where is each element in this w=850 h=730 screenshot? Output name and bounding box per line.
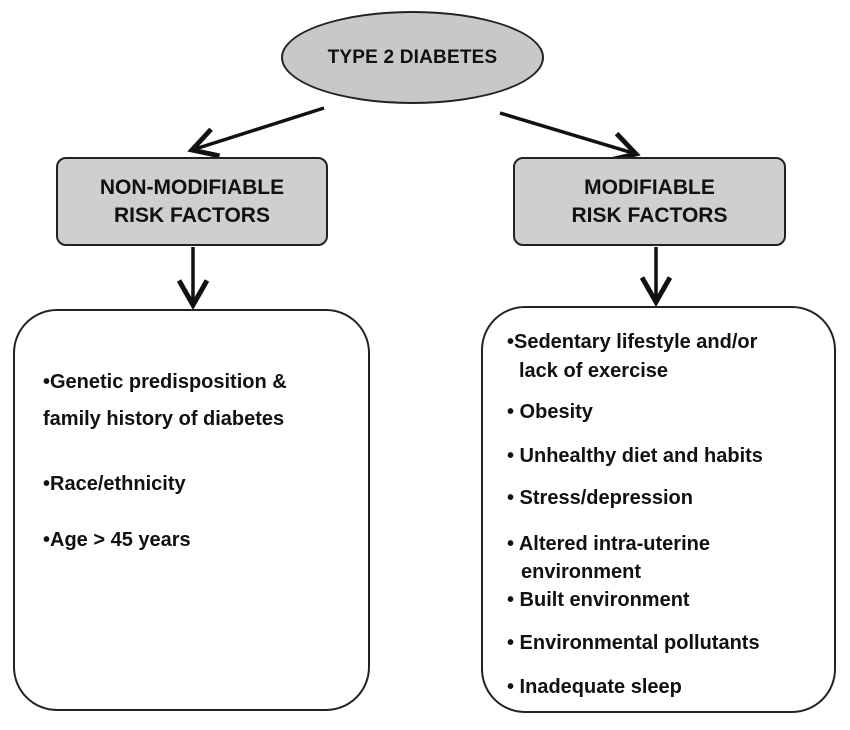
list-item-sedentary: •Sedentary lifestyle and/or lack of exer… — [507, 328, 757, 386]
list-item-obesity: • Obesity — [507, 401, 593, 423]
list-item-line2: family history of diabetes — [43, 408, 285, 430]
list-item-line2: environment — [521, 561, 642, 583]
modifiable-category-box: MODIFIABLE RISK FACTORS — [513, 157, 786, 246]
category-label-line2: RISK FACTORS — [114, 203, 270, 227]
arrow-root-to-non-modifiable — [187, 106, 325, 159]
list-item-genetic: •Genetic predisposition & family history… — [43, 364, 287, 438]
list-item-line1: •Genetic predisposition & — [43, 371, 287, 393]
list-item-diet: • Unhealthy diet and habits — [507, 445, 763, 467]
root-label: TYPE 2 DIABETES — [327, 46, 498, 68]
non-modifiable-category-box: NON-MODIFIABLE RISK FACTORS — [56, 157, 328, 246]
arrow-root-to-modifiable — [499, 111, 641, 163]
list-item-sleep: • Inadequate sleep — [507, 676, 682, 698]
list-item-pollutants: • Environmental pollutants — [507, 632, 760, 654]
list-item-intrauterine: • Altered intra-uterine environment — [507, 530, 710, 586]
list-item-line2: lack of exercise — [519, 360, 668, 382]
list-item-stress: • Stress/depression — [507, 487, 693, 509]
list-item-age: •Age > 45 years — [43, 529, 191, 551]
category-label-line1: MODIFIABLE — [584, 175, 715, 199]
modifiable-list: •Sedentary lifestyle and/or lack of exer… — [481, 306, 836, 713]
list-item-built-environment: • Built environment — [507, 589, 690, 611]
list-item-race: •Race/ethnicity — [43, 473, 186, 495]
category-label-line2: RISK FACTORS — [571, 203, 728, 227]
category-label-line1: NON-MODIFIABLE — [99, 175, 285, 199]
non-modifiable-list: •Genetic predisposition & family history… — [13, 309, 370, 711]
root-node: TYPE 2 DIABETES — [281, 11, 544, 104]
list-item-line1: •Sedentary lifestyle and/or — [507, 331, 758, 353]
list-item-line1: • Altered intra-uterine — [507, 533, 710, 555]
